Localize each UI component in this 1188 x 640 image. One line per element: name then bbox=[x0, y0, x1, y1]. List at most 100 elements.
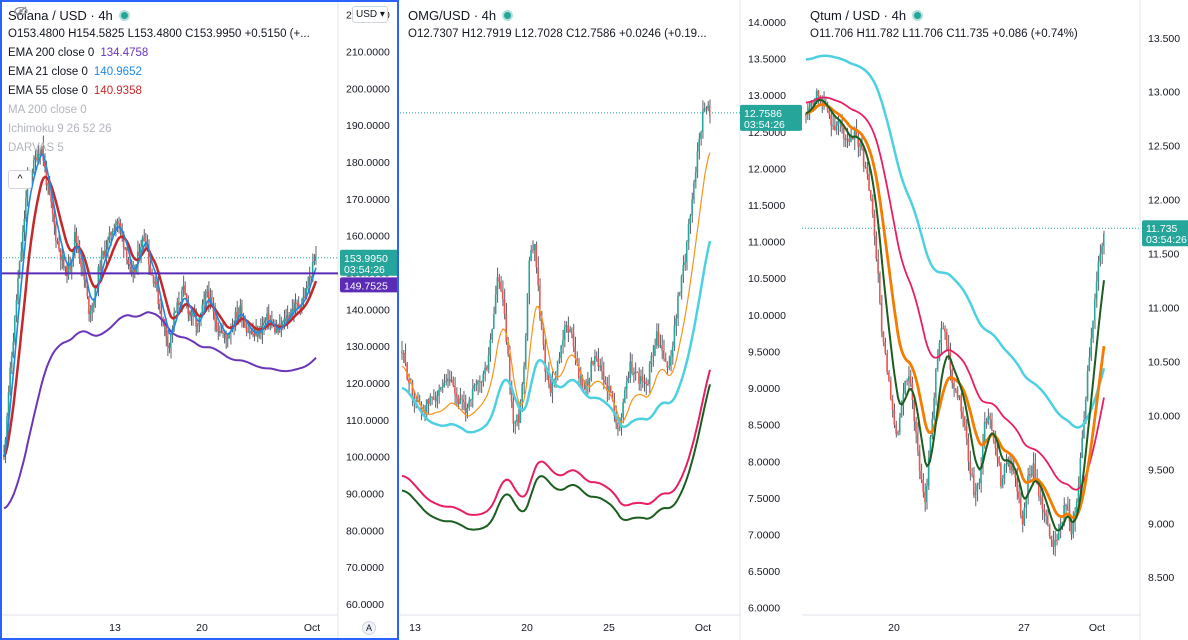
solana-chart-svg[interactable]: 220.0000210.0000200.0000190.0000180.0000… bbox=[0, 0, 399, 640]
omg-symbol-title[interactable]: OMG/USD · 4h bbox=[408, 8, 497, 23]
candle-body bbox=[893, 409, 895, 425]
y-tick-label: 10.5000 bbox=[748, 273, 786, 285]
candle-body bbox=[234, 311, 237, 326]
y-tick-label: 10.0000 bbox=[748, 310, 786, 322]
candle-body bbox=[310, 275, 312, 278]
candle-body bbox=[945, 331, 948, 346]
hidden-eye-icon[interactable] bbox=[14, 6, 28, 16]
candle-body bbox=[111, 231, 114, 236]
candle-body bbox=[632, 373, 635, 375]
indicator-label: EMA 200 close 0 bbox=[8, 47, 95, 59]
candle-body bbox=[159, 304, 161, 311]
candle-body bbox=[895, 424, 897, 434]
candle-body bbox=[989, 416, 991, 420]
candle-body bbox=[709, 105, 711, 117]
candle-body bbox=[15, 300, 18, 316]
candle-body bbox=[507, 342, 509, 355]
candle-body bbox=[691, 199, 693, 216]
candle-body bbox=[127, 259, 129, 264]
candle-body bbox=[245, 327, 248, 332]
candle-body bbox=[307, 285, 309, 288]
qtum-symbol-title[interactable]: Qtum / USD · 4h bbox=[810, 8, 907, 23]
candle-body bbox=[496, 277, 499, 295]
candle-body bbox=[78, 249, 81, 259]
omg-title-row[interactable]: OMG/USD · 4h bbox=[408, 6, 707, 25]
candle-body bbox=[114, 225, 117, 231]
candle-body bbox=[302, 296, 304, 304]
solana-title-row[interactable]: Solana / USD · 4h bbox=[8, 6, 310, 25]
indicator-row[interactable]: MA 200 close 0 bbox=[8, 6, 310, 120]
indicator-label: DARVAS 5 bbox=[8, 142, 64, 154]
candle-body bbox=[97, 266, 100, 288]
y-tick-label: 120.0000 bbox=[346, 378, 390, 390]
candle-body bbox=[581, 376, 584, 389]
candle-body bbox=[155, 281, 158, 285]
candle-body bbox=[88, 296, 90, 315]
qtum-title-row[interactable]: Qtum / USD · 4h bbox=[810, 6, 1078, 25]
candle-body bbox=[597, 358, 599, 367]
candle-body bbox=[956, 390, 959, 398]
candle-body bbox=[673, 325, 676, 347]
x-tick-label: 27 bbox=[1018, 622, 1030, 634]
candle-body bbox=[264, 320, 267, 323]
indicator-row[interactable]: EMA 55 close 0 140.9358 bbox=[8, 82, 310, 101]
candle-body bbox=[274, 325, 276, 333]
candle-body bbox=[67, 262, 70, 277]
indicator-value: 140.9358 bbox=[93, 85, 142, 97]
candle-body bbox=[1041, 497, 1044, 510]
collapse-legend-button[interactable]: ^ bbox=[8, 170, 32, 189]
candle-body bbox=[1079, 458, 1082, 487]
candle-body bbox=[613, 399, 615, 417]
candle-body bbox=[64, 266, 66, 268]
candle-body bbox=[998, 457, 1000, 464]
candle-body bbox=[1081, 437, 1083, 459]
candle-body bbox=[987, 416, 989, 424]
candle-body bbox=[280, 324, 282, 327]
indicator-row[interactable]: Ichimoku 9 26 52 26 bbox=[8, 6, 310, 139]
candle-body bbox=[638, 372, 640, 384]
qtum-chart-svg[interactable]: 13.500 13.000 12.500 12.000 11.500 11.000 10.5… bbox=[802, 0, 1188, 640]
candle-body bbox=[237, 313, 240, 319]
candle-body bbox=[969, 461, 971, 475]
solana-symbol-title[interactable]: Solana / USD · 4h bbox=[8, 8, 113, 23]
candle-body bbox=[102, 251, 104, 256]
candle-body bbox=[1003, 464, 1006, 479]
candle-body bbox=[655, 331, 658, 346]
candle-body bbox=[569, 328, 571, 333]
candle-body bbox=[1097, 261, 1100, 282]
candle-body bbox=[454, 385, 456, 394]
indicator-row[interactable]: EMA 200 close 0 134.4758 bbox=[8, 44, 310, 63]
candle-body bbox=[817, 90, 820, 96]
candle-body bbox=[514, 421, 516, 424]
chart-panel-omg[interactable]: 14.0000 13.5000 13.0000 12.5000 12.0000 11.50… bbox=[400, 0, 802, 640]
currency-select[interactable]: USD ▾ bbox=[352, 6, 388, 23]
auto-scale-button[interactable]: A bbox=[362, 621, 376, 635]
omg-chart-svg[interactable]: 14.000013.500013.000012.500012.000011.50… bbox=[400, 0, 802, 640]
candle-body bbox=[609, 385, 612, 393]
candle-body bbox=[1088, 357, 1091, 371]
market-status-icon bbox=[502, 10, 514, 21]
chart-panel-solana[interactable]: 220.0000210.0000200.0000190.0000180.0000… bbox=[0, 0, 399, 640]
candle-body bbox=[7, 392, 10, 417]
indicator-row[interactable]: EMA 21 close 0 140.9652 bbox=[8, 63, 310, 82]
candle-body bbox=[935, 368, 937, 398]
indicator-row[interactable]: DARVAS 5 bbox=[8, 6, 310, 158]
candle-body bbox=[308, 275, 311, 286]
candle-body bbox=[924, 491, 926, 503]
candle-body bbox=[531, 250, 534, 252]
y-tick-label: 13.5000 bbox=[748, 54, 786, 66]
candle-body bbox=[641, 376, 644, 382]
candle-body bbox=[1043, 509, 1045, 513]
candle-body bbox=[578, 363, 580, 379]
candle-body bbox=[478, 380, 481, 382]
chart-panel-qtum[interactable]: 13.500 13.000 12.500 12.000 11.500 11.000 10.5… bbox=[802, 0, 1188, 640]
candle-body bbox=[936, 358, 939, 369]
candle-body bbox=[50, 194, 52, 202]
y-tick-label: 160.0000 bbox=[346, 231, 390, 243]
candle-body bbox=[32, 159, 35, 173]
candle-body bbox=[37, 153, 40, 161]
indicator-label: MA 200 close 0 bbox=[8, 104, 87, 116]
candle-body bbox=[130, 266, 133, 275]
candle-body bbox=[291, 308, 293, 314]
x-tick-label: 20 bbox=[521, 622, 533, 634]
